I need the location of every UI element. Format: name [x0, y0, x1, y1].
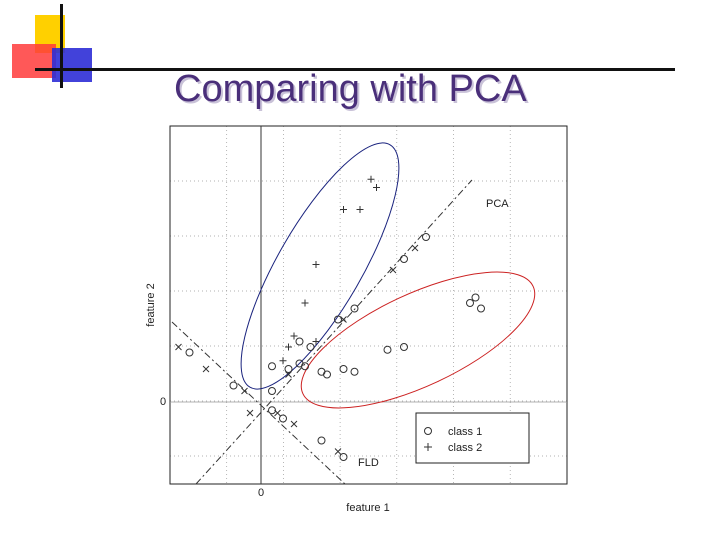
legend: class 1 class 2	[415, 412, 530, 464]
class2-point	[373, 184, 380, 191]
class1-point	[306, 343, 315, 351]
pca-projected-point	[246, 409, 254, 417]
slide-title: Comparing with PCA	[174, 68, 527, 110]
class1-point	[350, 367, 359, 376]
plot-frame	[169, 125, 568, 485]
fld-projected-point	[279, 414, 287, 423]
class1-point	[466, 299, 474, 307]
legend-label-class1: class 1	[448, 426, 482, 438]
pca-projected-point	[295, 359, 304, 368]
legend-marker-class1	[424, 427, 432, 435]
y-axis-label: feature 2	[145, 283, 157, 326]
fld-projected-point	[290, 420, 298, 428]
zero-axes	[170, 126, 567, 484]
x-axis-label: feature 1	[346, 502, 389, 514]
class2-point	[356, 206, 364, 213]
class1-point	[323, 370, 331, 379]
fld-projected-point	[274, 409, 281, 417]
class2-point	[279, 357, 287, 365]
class1-point	[400, 343, 408, 351]
class2-ellipse	[240, 142, 400, 390]
class-ellipses	[240, 142, 536, 409]
vertical-rule-decoration	[60, 4, 63, 88]
projection-lines	[171, 179, 473, 485]
class2-point	[290, 332, 298, 340]
class1-point	[334, 315, 342, 324]
fld-projected-point	[202, 365, 210, 373]
y-tick-label: 0	[160, 396, 166, 408]
class2-point	[312, 261, 320, 268]
pca-projected-point	[422, 233, 430, 241]
class2-point	[340, 206, 347, 213]
pca-projected-point	[285, 371, 292, 378]
pca-projected-point	[389, 266, 397, 274]
pca-projected-point	[340, 316, 347, 323]
pca-direction-line	[195, 179, 473, 485]
fld-projected-point	[268, 406, 276, 415]
fld-projected-point	[339, 453, 348, 461]
fld-projected-point	[317, 436, 326, 445]
fld-projected-point	[241, 387, 248, 395]
fld-direction-line	[171, 321, 346, 485]
pca-annotation: PCA	[486, 198, 509, 210]
pca-projected-point	[400, 255, 408, 263]
pca-projected-point	[268, 387, 276, 395]
class2-point	[367, 175, 375, 183]
class1-point	[284, 365, 293, 373]
class1-point	[471, 293, 480, 302]
pca-projected-point	[350, 304, 359, 313]
class1-point	[477, 304, 485, 313]
legend-box	[415, 412, 530, 464]
red-square-decoration	[12, 44, 56, 78]
class1-point	[383, 345, 392, 354]
class2-point	[312, 338, 320, 345]
legend-label-class2: class 2	[448, 442, 482, 454]
horizontal-rule-decoration	[35, 68, 675, 71]
class2-point	[301, 299, 309, 307]
legend-marker-class2	[424, 443, 432, 451]
fld-projected-point	[334, 448, 342, 455]
class1-point	[268, 362, 276, 371]
class1-ellipse	[300, 271, 536, 409]
fld-annotation: FLD	[358, 457, 379, 469]
class2-point	[285, 343, 292, 351]
fld-projected-point	[175, 343, 182, 351]
x-tick-label: 0	[258, 487, 264, 499]
fld-projected-point	[185, 348, 194, 357]
class1-point	[295, 337, 304, 346]
data-points	[175, 175, 485, 461]
class1-point	[339, 365, 348, 373]
fld-projected-point	[229, 381, 238, 390]
blue-square-decoration	[52, 48, 92, 82]
pca-projected-point	[411, 244, 419, 252]
